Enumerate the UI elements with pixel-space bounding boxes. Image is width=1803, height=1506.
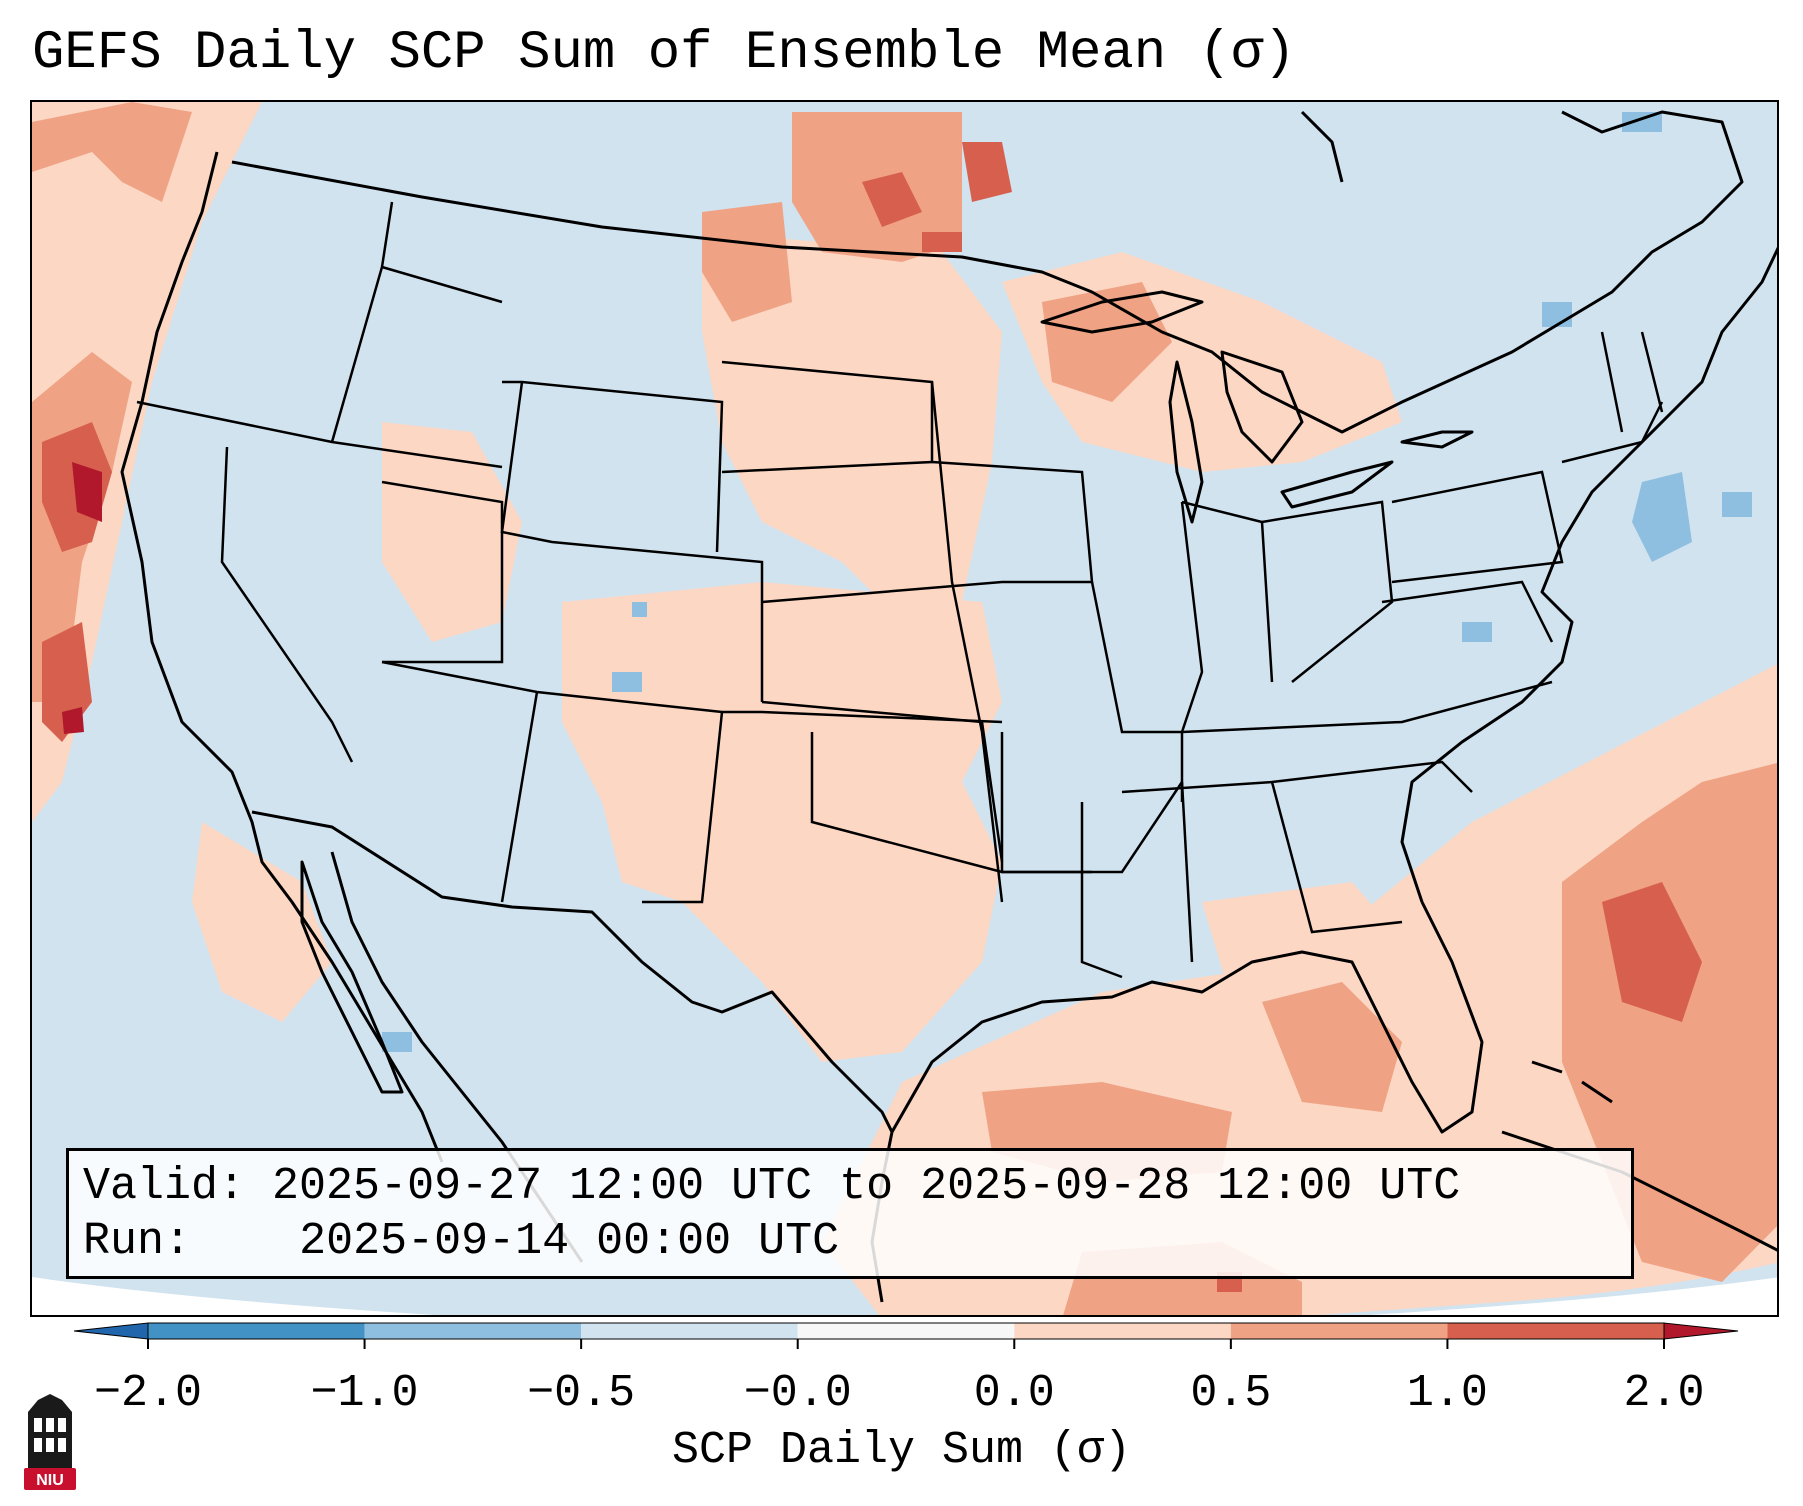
colorbar-tick-label: −2.0 — [94, 1368, 202, 1419]
bahamas — [1531, 1060, 1563, 1074]
anomaly-negative — [382, 112, 1752, 1052]
niu-logo-icon: NIU — [24, 1394, 76, 1490]
colorbar-label: SCP Daily Sum (σ) — [671, 1425, 1132, 1476]
colorbar-tick-label: 0.0 — [974, 1368, 1055, 1419]
gulf-coastline — [890, 901, 1484, 1134]
lake-erie — [1280, 460, 1394, 509]
colorbar: −2.0 −1.0 −0.5 −0.0 0.0 0.5 1.0 2.0 — [73, 1322, 1739, 1419]
lake-superior — [1040, 290, 1204, 334]
colorbar-bin — [364, 1323, 582, 1339]
colorbar-over-extension — [1663, 1322, 1739, 1340]
run-line: Run: 2025-09-14 00:00 UTC — [83, 1214, 1617, 1269]
lake-ontario — [1400, 430, 1474, 449]
baja-peninsula — [300, 860, 404, 1094]
state-borders — [136, 201, 1664, 979]
colorbar-bin — [581, 1323, 798, 1339]
colorbar-bin — [1447, 1323, 1664, 1339]
valid-label: Valid: — [83, 1161, 246, 1212]
colorbar-tick-label: 2.0 — [1623, 1368, 1704, 1419]
anomaly-max-positive — [62, 462, 102, 734]
colorbar-bin — [1014, 1323, 1231, 1339]
bahamas — [1581, 1080, 1613, 1104]
us-canada-border — [231, 160, 1563, 434]
colorbar-tick-label: 1.0 — [1407, 1368, 1488, 1419]
run-label: Run: — [83, 1216, 192, 1267]
colorbar-bin — [1230, 1323, 1448, 1339]
colorbar-under-extension — [73, 1322, 149, 1340]
colorbar-tick-label: 0.5 — [1190, 1368, 1271, 1419]
validity-info-box: Valid: 2025-09-27 12:00 UTC to 2025-09-2… — [66, 1148, 1634, 1279]
colorbar-tick-label: −0.0 — [744, 1368, 852, 1419]
off-projection-region — [32, 1277, 436, 1315]
map-panel — [30, 100, 1779, 1317]
northern-coast — [1561, 110, 1744, 324]
colorbar-bin — [148, 1323, 365, 1339]
lake-michigan — [1168, 360, 1204, 524]
valid-value: 2025-09-27 12:00 UTC to 2025-09-28 12:00… — [272, 1161, 1461, 1212]
run-value: 2025-09-14 00:00 UTC — [299, 1216, 840, 1267]
valid-line: Valid: 2025-09-27 12:00 UTC to 2025-09-2… — [83, 1159, 1617, 1214]
scp-map — [32, 102, 1777, 1315]
map-title: GEFS Daily SCP Sum of Ensemble Mean (σ) — [32, 23, 1296, 84]
west-coastline — [120, 151, 444, 1163]
lake-huron — [1220, 350, 1304, 464]
northern-coast — [1300, 110, 1344, 183]
colorbar-outline — [147, 1322, 1665, 1340]
colorbar-bin — [797, 1323, 1015, 1339]
logo-text: NIU — [36, 1472, 64, 1489]
colorbar-tick-label: −0.5 — [527, 1368, 635, 1419]
colorbar-tick-label: −1.0 — [311, 1368, 419, 1419]
us-mexico-border — [251, 810, 894, 1133]
off-projection-region — [1369, 1277, 1777, 1315]
